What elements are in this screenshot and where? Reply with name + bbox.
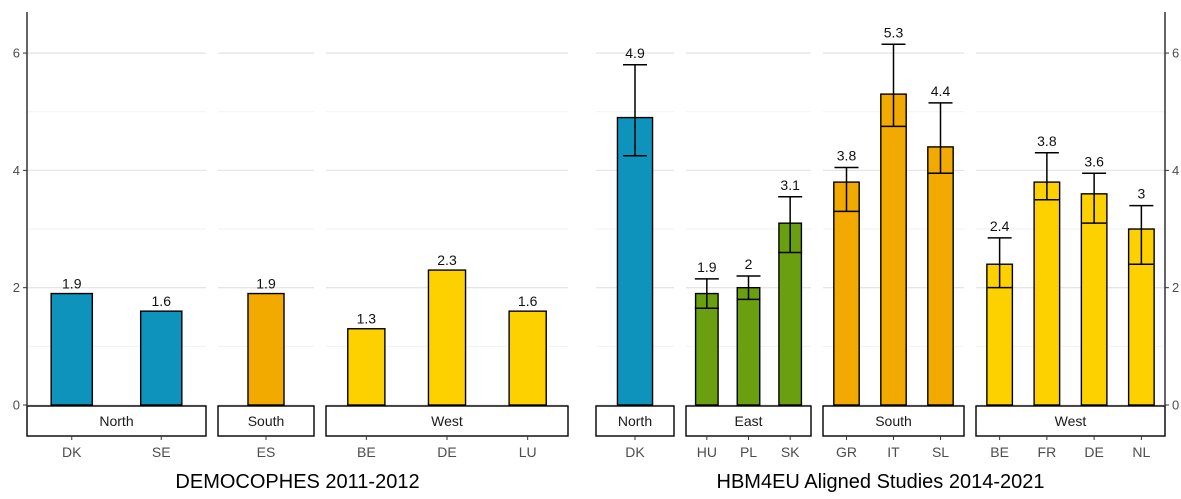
facet-strip-label: North [99,413,133,429]
data-label: 2.4 [990,218,1010,234]
facet-strip [822,405,965,437]
x-tick-label: DK [625,444,645,460]
facet-strip [595,405,675,437]
facet-strip-label: West [431,413,463,429]
x-tick-label: SE [152,444,171,460]
y-tick-label: 6 [1172,46,1179,61]
chart-title: HBM4EU Aligned Studies 2014-2021 [717,471,1045,493]
data-label: 4.4 [931,83,951,99]
bar [347,328,386,406]
bar [139,310,183,406]
bar [833,181,860,406]
y-tick-label: 2 [1172,280,1179,295]
data-label: 3.8 [837,147,857,163]
facet-strip-label: South [248,413,285,429]
data-label: 1.6 [152,293,172,309]
data-label: 3 [1137,186,1145,202]
x-tick-label: BE [990,444,1009,460]
bar [1033,181,1061,406]
facet-strip [26,405,207,437]
x-tick-label: LU [519,444,537,460]
chart-title: DEMOCOPHES 2011-2012 [175,471,419,493]
bar [1080,193,1108,406]
data-label: 1.3 [357,311,377,327]
bar [694,292,719,406]
x-tick-label: NL [1132,444,1150,460]
data-label: 1.9 [697,259,717,275]
bar [50,292,94,406]
y-tick-label: 0 [1172,398,1179,413]
x-tick-label: SK [781,444,800,460]
facet-strip-label: West [1055,413,1087,429]
y-tick-label: 4 [1172,163,1179,178]
data-label: 2 [745,256,753,272]
x-tick-label: DE [437,444,456,460]
x-tick-label: FR [1038,444,1057,460]
bar [736,286,761,406]
x-tick-label: IT [887,444,900,460]
facet-strip [325,405,569,437]
bar [927,146,954,406]
bar [880,93,907,406]
data-label: 3.1 [780,177,800,193]
bar [247,292,285,406]
data-label: 3.8 [1037,133,1057,149]
data-label: 3.6 [1084,153,1104,169]
x-tick-label: BE [357,444,376,460]
facet-strip-label: South [875,413,912,429]
data-label: 4.9 [625,45,645,61]
bar [508,310,547,406]
facet-strip-label: North [618,413,652,429]
bar [427,269,467,406]
facet-strip-label: East [734,413,762,429]
x-tick-label: HU [697,444,717,460]
x-tick-label: DE [1084,444,1103,460]
x-tick-label: PL [740,444,757,460]
x-tick-label: ES [257,444,276,460]
x-tick-label: GR [836,444,857,460]
data-label: 1.6 [518,293,538,309]
data-label: 2.3 [437,252,457,268]
y-tick-label: 2 [13,280,20,295]
y-tick-label: 6 [13,46,20,61]
x-tick-label: SL [932,444,949,460]
data-label: 5.3 [884,24,904,40]
y-tick-label: 0 [13,398,20,413]
data-label: 1.9 [62,276,82,292]
facet-strip [975,405,1166,437]
y-tick-label: 4 [13,163,20,178]
x-tick-label: DK [62,444,82,460]
bar [616,116,654,406]
data-label: 1.9 [256,276,276,292]
